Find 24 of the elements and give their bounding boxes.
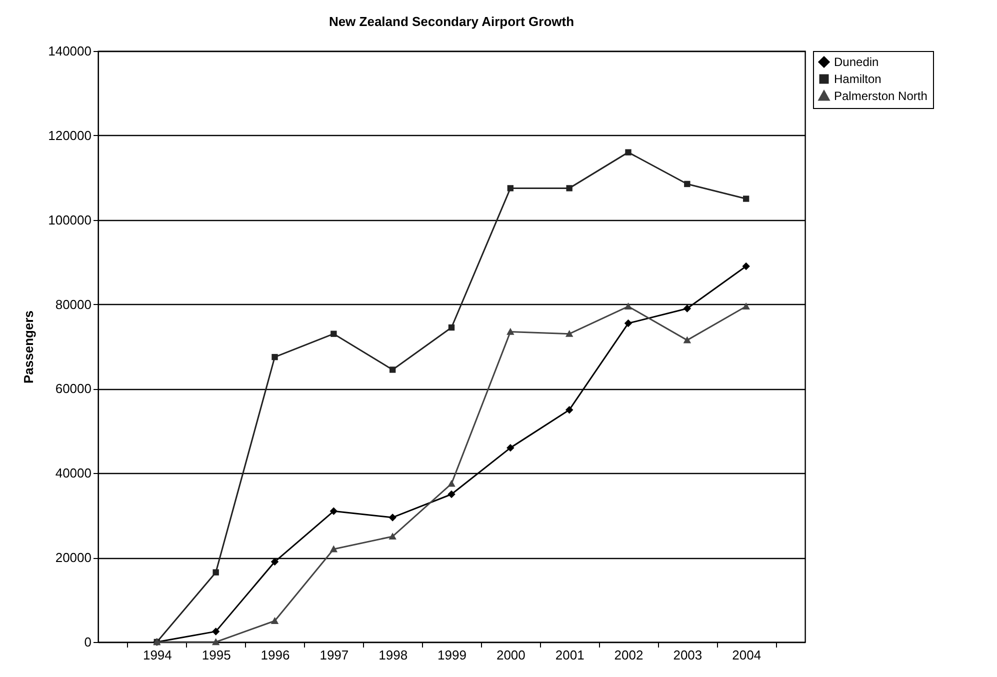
y-axis-title: Passengers [21,310,36,384]
x-tick-label: 2004 [732,648,762,662]
legend-label: Hamilton [834,72,882,86]
x-tick-label: 1999 [438,648,466,662]
x-tick-label: 2000 [496,648,526,662]
x-tick-label: 1998 [378,648,408,662]
y-tick-label: 40000 [55,466,92,481]
x-tick-label: 2001 [555,648,584,662]
x-tick-label: 1995 [202,648,231,662]
y-tick-label: 100000 [48,212,92,228]
x-tick-label: 2003 [673,648,702,662]
y-tick-label: 120000 [48,128,92,143]
x-tick-label: 1996 [260,648,290,662]
legend-label: Dunedin [834,55,879,69]
y-tick-label: 80000 [55,296,92,312]
y-tick-label: 0 [84,634,92,650]
x-tick-label: 2002 [614,648,644,662]
y-tick-label: 60000 [55,381,92,396]
x-tick-label: 1994 [142,648,172,662]
x-tick-label: 1997 [320,648,349,662]
y-tick-label: 20000 [55,550,92,566]
chart-title: New Zealand Secondary Airport Growth [328,14,574,29]
y-tick-label: 140000 [48,44,92,58]
legend-label: Palmerston North [834,89,928,103]
